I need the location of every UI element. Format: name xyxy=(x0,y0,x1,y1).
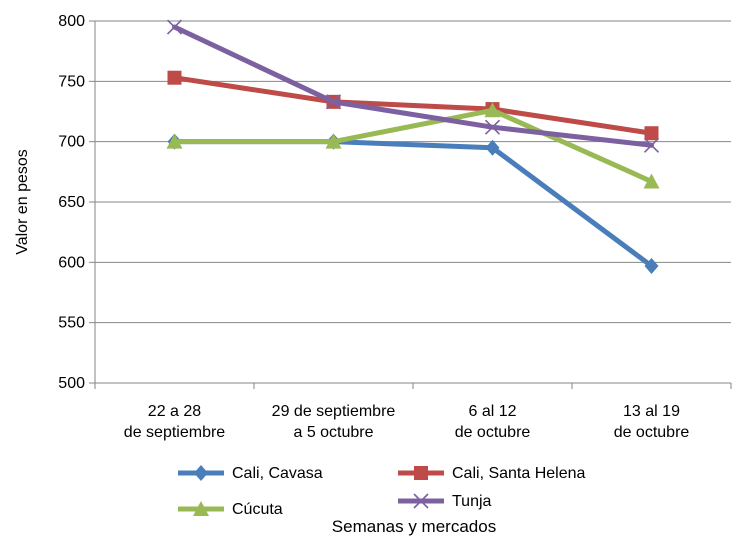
y-tick-label: 800 xyxy=(58,13,85,30)
legend-item: Tunja xyxy=(398,493,492,510)
series-group xyxy=(167,20,660,274)
legend-label: Tunja xyxy=(452,493,492,510)
y-tick-label: 550 xyxy=(58,315,85,332)
x-tick-label: 29 de septiembre a 5 octubre xyxy=(272,403,396,441)
legend-item: Cúcuta xyxy=(178,501,283,518)
y-axis-label: Valor en pesos xyxy=(14,149,31,255)
y-tick-label: 500 xyxy=(58,375,85,392)
x-tick-label: 22 a 28 de septiembre xyxy=(124,403,225,441)
y-tick-label: 750 xyxy=(58,73,85,90)
legend-label: Cali, Santa Helena xyxy=(452,465,586,482)
x-axis-label: Semanas y mercados xyxy=(332,517,496,536)
y-axis-ticks: 500 550 600 650 700 750 800 xyxy=(58,13,95,392)
x-tick-label: 6 al 12 de octubre xyxy=(455,403,531,441)
x-tick-label: 13 al 19 de octubre xyxy=(614,403,690,441)
y-tick-label: 650 xyxy=(58,194,85,211)
x-axis-ticks: 22 a 28 de septiembre 29 de septiembre a 5 … xyxy=(95,383,731,441)
legend-label: Cali, Cavasa xyxy=(232,465,323,482)
legend-marker xyxy=(194,465,208,481)
data-point xyxy=(168,71,182,85)
series-cali-cavasa xyxy=(168,134,659,274)
legend: Cali, Cavasa Cali, Santa Helena Cúcuta Tunj… xyxy=(178,465,586,518)
legend-label: Cúcuta xyxy=(232,501,283,518)
legend-item: Cali, Cavasa xyxy=(178,465,323,482)
legend-marker xyxy=(414,466,428,480)
series-line xyxy=(175,142,652,266)
y-tick-label: 700 xyxy=(58,134,85,151)
y-tick-label: 600 xyxy=(58,254,85,271)
data-point xyxy=(645,126,659,140)
legend-item: Cali, Santa Helena xyxy=(398,465,586,482)
